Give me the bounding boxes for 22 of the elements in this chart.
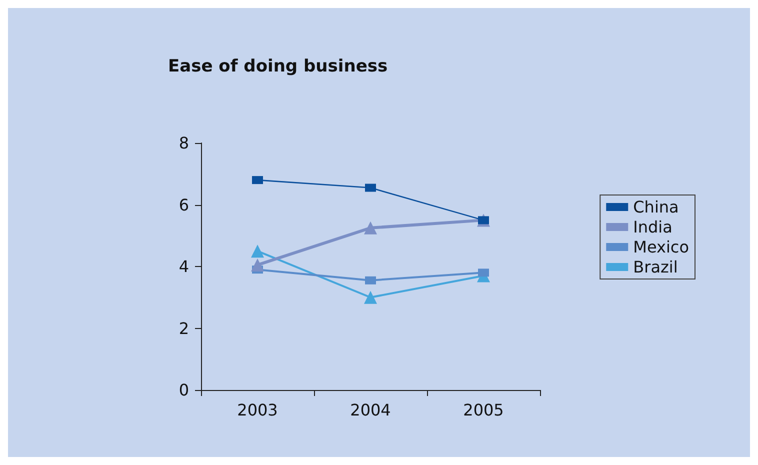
point xyxy=(478,216,489,224)
point xyxy=(251,258,264,272)
y-tick-label: 8 xyxy=(178,134,189,152)
y-tick-label: 4 xyxy=(178,257,189,276)
legend-label: India xyxy=(633,218,672,236)
x-tick-label: 2005 xyxy=(463,400,504,420)
y-tick-label: 0 xyxy=(178,380,189,400)
y-tick-label: 6 xyxy=(178,195,189,214)
point xyxy=(251,244,264,258)
legend-label: Mexico xyxy=(633,238,690,256)
point xyxy=(364,221,377,234)
point xyxy=(365,184,376,192)
x-tick-label: 2004 xyxy=(350,400,391,420)
legend-label: Brazil xyxy=(633,258,678,276)
point xyxy=(478,268,489,277)
legend-label: China xyxy=(633,198,679,216)
y-tick-label: 2 xyxy=(178,318,189,338)
x-tick-label: 2003 xyxy=(237,400,278,420)
point xyxy=(252,176,263,184)
point xyxy=(365,276,376,284)
chart-title: Ease of doing business xyxy=(168,56,388,76)
point xyxy=(364,290,377,304)
